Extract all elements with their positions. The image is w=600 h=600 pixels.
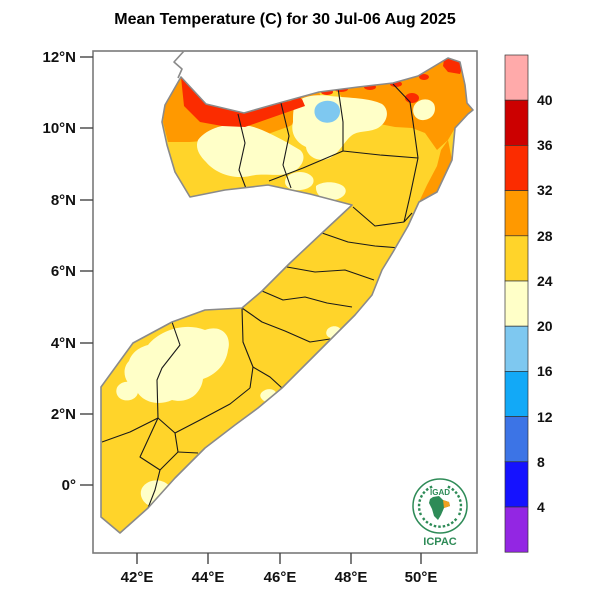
plot-frame <box>92 50 478 554</box>
x-tick-label: 46°E <box>264 569 297 586</box>
colorbar-tick-label: 36 <box>537 137 553 153</box>
page-title: Mean Temperature (C) for 30 Jul-06 Aug 2… <box>114 11 456 28</box>
fill-zone-28-32 <box>163 58 473 202</box>
y-tick-label: 10°N <box>42 120 76 137</box>
djibouti-border-line <box>173 50 185 79</box>
fill-zone-16-20 <box>314 100 340 123</box>
colorbar-tick-label: 40 <box>537 92 553 108</box>
x-tick-label: 48°E <box>335 569 368 586</box>
y-tick-label: 12°N <box>42 49 76 66</box>
logo-icpac-text: ICPAC <box>423 536 456 548</box>
admin-region-boundaries <box>101 83 419 509</box>
colorbar-segment <box>504 190 529 237</box>
y-tick-label: 0° <box>62 477 76 494</box>
x-tick-label: 44°E <box>192 569 225 586</box>
logo-horn-highlight <box>443 500 450 508</box>
fill-zone-24-28 <box>101 58 473 533</box>
colorbar-segment <box>504 54 529 101</box>
y-tick-label: 6°N <box>51 263 76 280</box>
y-tick-label: 2°N <box>51 406 76 423</box>
logo-wreath-left <box>417 484 435 516</box>
somalia-coastline <box>100 57 474 534</box>
colorbar-segment <box>504 461 529 508</box>
x-axis: 42°E 44°E 46°E 48°E 50°E <box>121 553 438 586</box>
colorbar-tick-label: 12 <box>537 409 553 425</box>
logo-igad-text: IGAD <box>430 488 450 497</box>
igad-icpac-logo: IGAD ICPAC <box>412 478 468 548</box>
colorbar-segment <box>504 235 529 282</box>
fill-zone-20-24 <box>116 95 435 508</box>
colorbar-tick-label: 8 <box>537 454 545 470</box>
colorbar-segment <box>504 506 529 553</box>
colorbar-tick-label: 32 <box>537 182 553 198</box>
colorbar-segment <box>504 416 529 463</box>
x-tick-label: 42°E <box>121 569 154 586</box>
logo-wreath-bottom <box>422 517 458 528</box>
y-tick-label: 8°N <box>51 192 76 209</box>
colorbar-tick-label: 24 <box>537 273 553 289</box>
colorbar-segment <box>504 145 529 191</box>
x-tick-label: 50°E <box>405 569 438 586</box>
colorbar-segment <box>504 325 529 372</box>
colorbar: 40 36 32 28 24 20 16 12 8 4 <box>504 54 553 553</box>
colorbar-tick-label: 16 <box>537 363 553 379</box>
logo-wreath-right <box>445 484 463 516</box>
colorbar-tick-label: 28 <box>537 228 553 244</box>
colorbar-tick-label: 20 <box>537 318 553 334</box>
temperature-fill-layer <box>101 58 473 533</box>
colorbar-segment <box>504 280 529 327</box>
y-tick-label: 4°N <box>51 335 76 352</box>
colorbar-segment <box>504 99 529 146</box>
colorbar-segment <box>504 371 529 417</box>
colorbar-tick-label: 4 <box>537 499 545 515</box>
y-axis: 12°N 10°N 8°N 6°N 4°N 2°N 0° <box>42 49 93 494</box>
